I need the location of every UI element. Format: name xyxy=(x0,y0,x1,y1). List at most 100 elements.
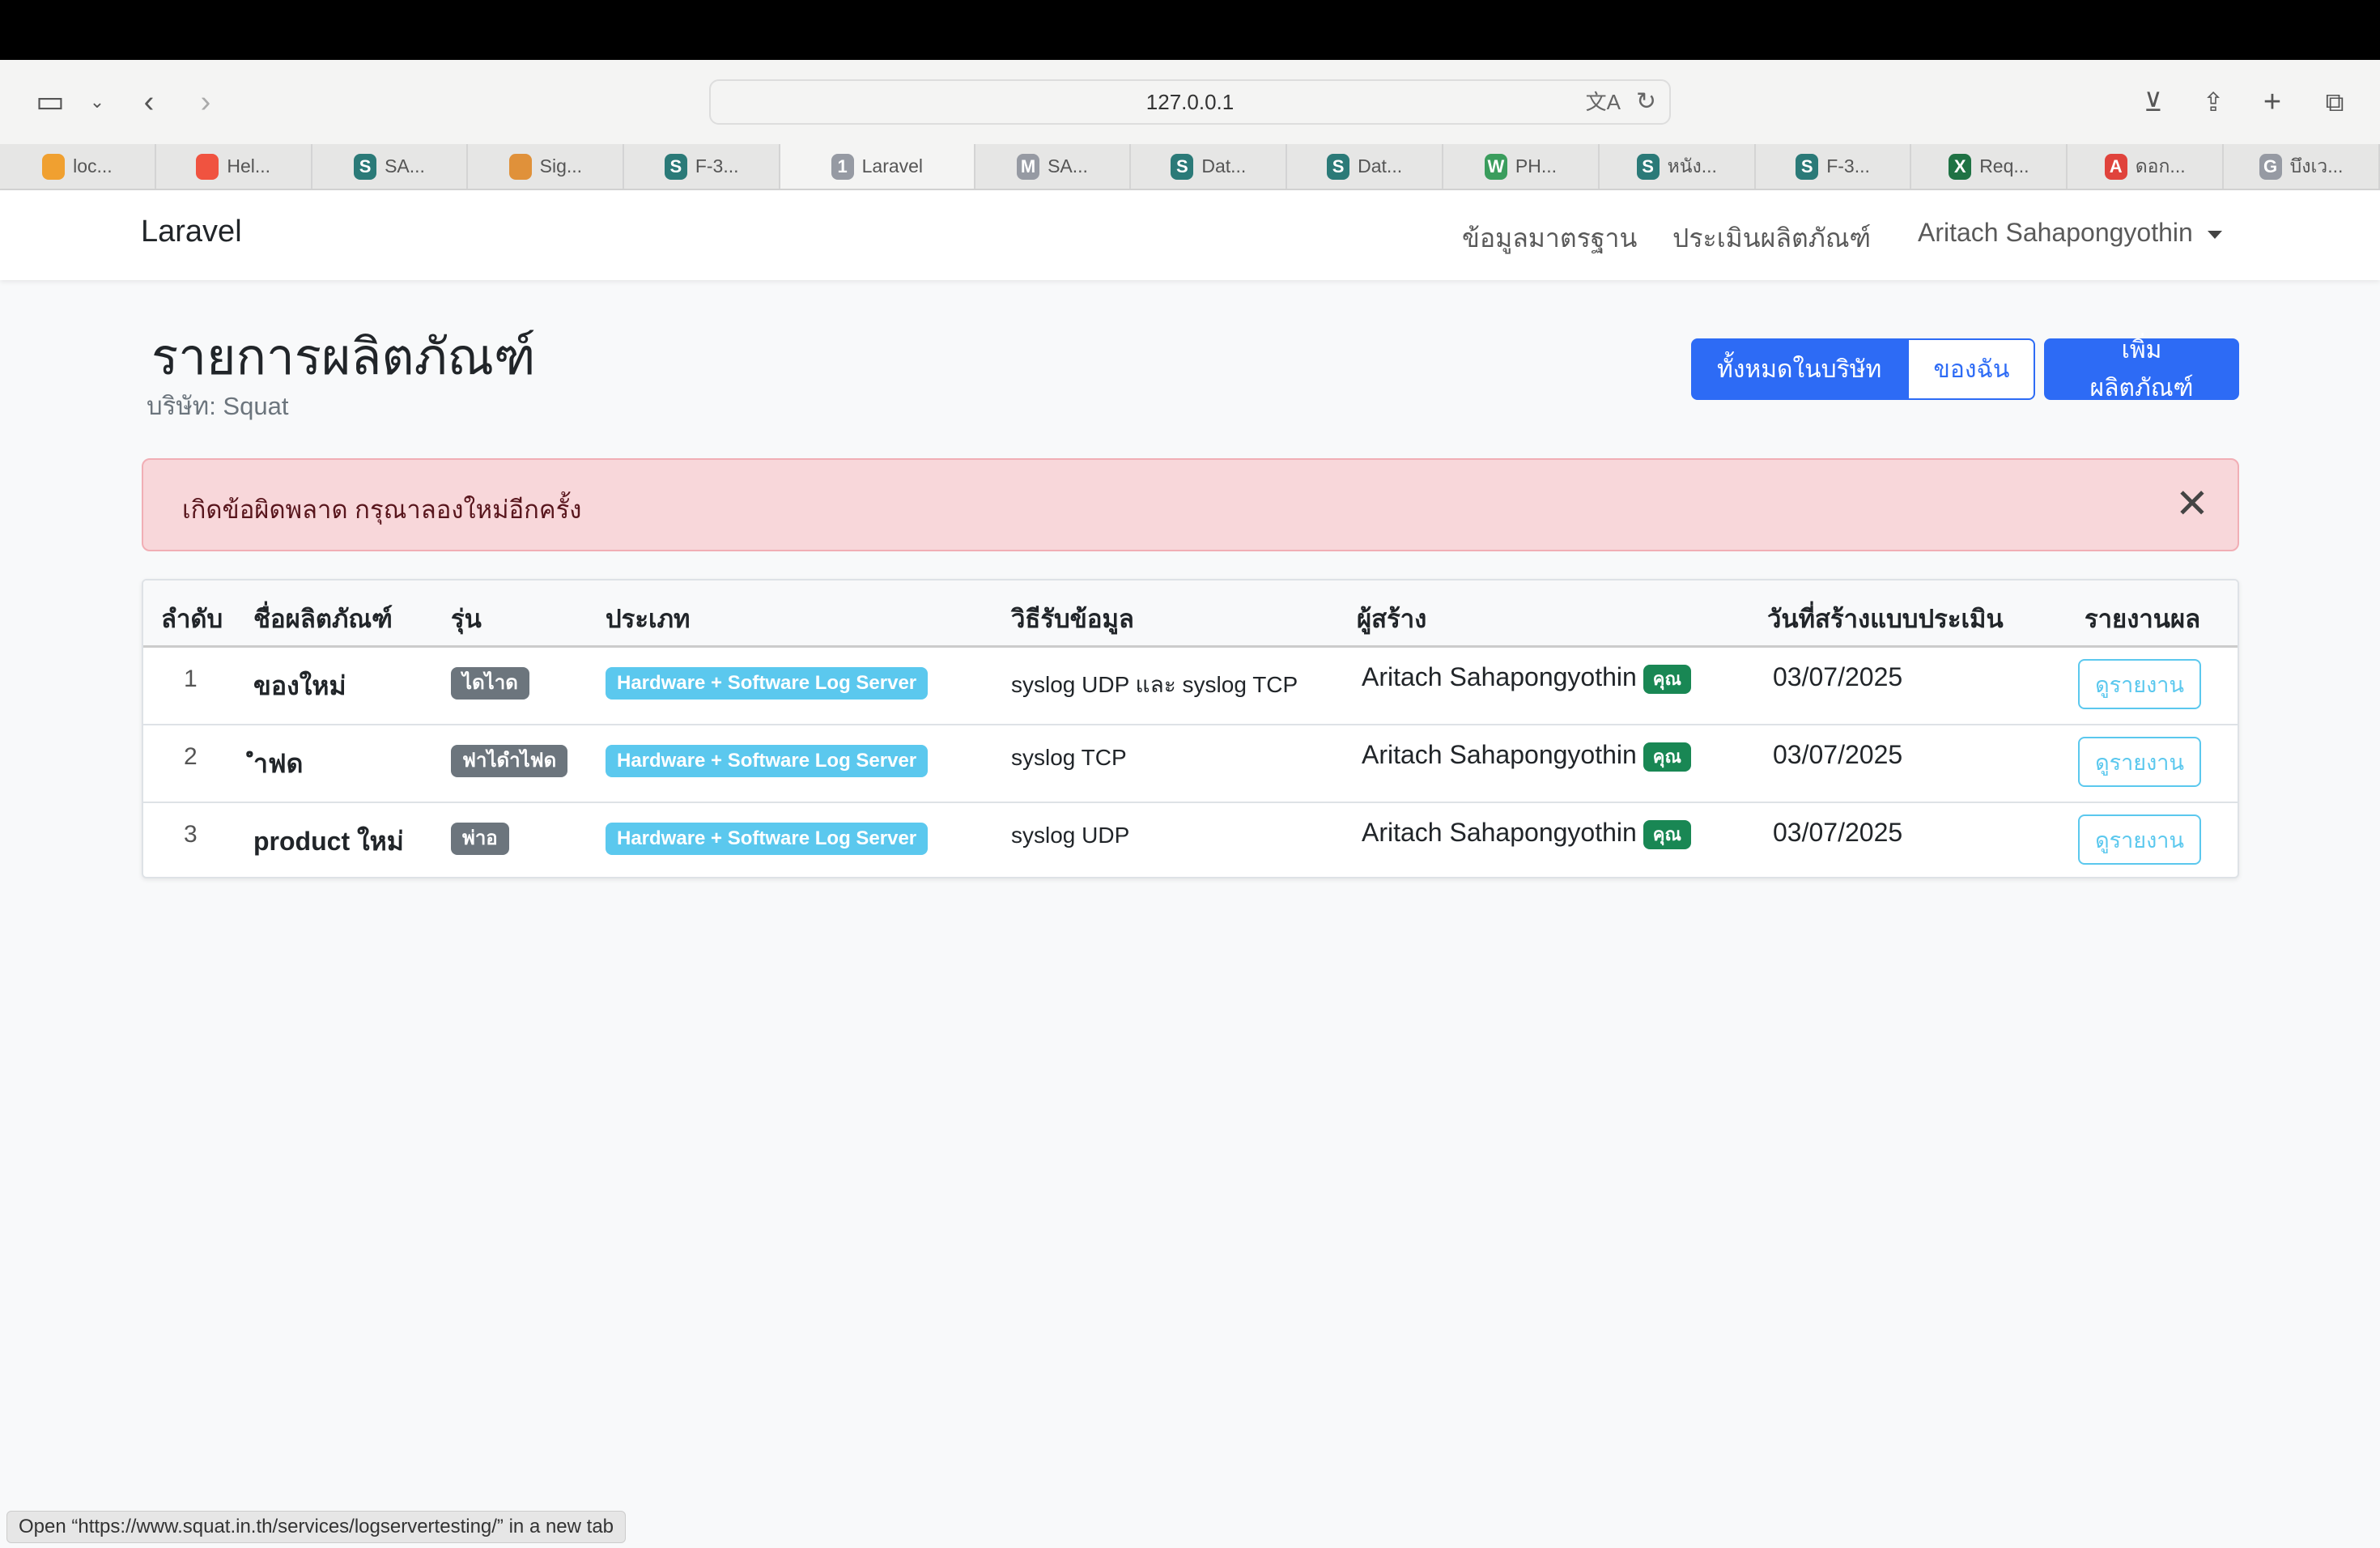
you-badge: คุณ xyxy=(1643,819,1691,849)
tab-favicon-icon xyxy=(42,153,66,180)
row-number: 2 xyxy=(184,743,198,770)
product-name: product ใหม่ xyxy=(253,827,404,856)
tab-favicon-icon: S xyxy=(1636,153,1660,180)
table-row: 1 ของใหม่ ไดไาด Hardware + Software Log … xyxy=(143,648,2238,725)
tab-label: F-3... xyxy=(1826,155,1870,176)
translate-icon[interactable]: 文A xyxy=(1585,90,1621,114)
forward-icon[interactable]: › xyxy=(200,85,211,119)
you-badge: คุณ xyxy=(1643,742,1691,772)
browser-tab[interactable]: Hel... xyxy=(156,144,312,189)
browser-tab[interactable]: S หนัง... xyxy=(1600,144,1756,189)
column-header: ลำดับ xyxy=(161,605,223,633)
product-name: ำฟด xyxy=(253,749,304,778)
tab-favicon-icon: S xyxy=(664,153,687,180)
sidebar-icon[interactable]: ▭ xyxy=(36,85,65,119)
screen-top-bar xyxy=(0,0,2380,60)
tab-favicon-icon: A xyxy=(2104,153,2127,180)
user-menu[interactable]: Aritach Sahapongyothin xyxy=(1918,218,2222,248)
tab-label: บึงเว... xyxy=(2289,155,2344,176)
table-row: 2 ำฟด ฟาไดำไฟด Hardware + Software Log S… xyxy=(143,725,2238,803)
nav-standard-data[interactable]: ข้อมูลมาตรฐาน xyxy=(1462,223,1638,253)
model-badge: ไดไาด xyxy=(451,667,529,700)
tab-label: Laravel xyxy=(861,155,924,176)
created-date: 03/07/2025 xyxy=(1773,740,1903,769)
filter-button-group: ทั้งหมดในบริษัท ของฉัน xyxy=(1691,338,2036,400)
browser-tab[interactable]: G บึงเว... xyxy=(2224,144,2380,189)
browser-tab[interactable]: S F-3... xyxy=(1756,144,1912,189)
browser-tab[interactable]: S Dat... xyxy=(1287,144,1444,189)
tab-label: ดอก... xyxy=(2135,155,2186,176)
browser-tab[interactable]: 1 Laravel xyxy=(780,144,975,189)
browser-tab[interactable]: S Dat... xyxy=(1131,144,1288,189)
tab-favicon-icon: G xyxy=(2259,153,2282,180)
tab-favicon-icon xyxy=(196,153,219,180)
tab-label: Hel... xyxy=(227,155,271,176)
nav-product-evaluation[interactable]: ประเมินผลิตภัณฑ์ xyxy=(1672,223,1872,253)
row-number: 1 xyxy=(184,666,198,692)
browser-tab[interactable]: W PH... xyxy=(1443,144,1600,189)
created-date: 03/07/2025 xyxy=(1773,818,1903,847)
product-name: ของใหม่ xyxy=(253,671,346,700)
browser-tab[interactable]: Sig... xyxy=(468,144,625,189)
tab-favicon-icon: S xyxy=(1327,153,1350,180)
browser-tab[interactable]: loc... xyxy=(0,144,156,189)
tab-favicon-icon: S xyxy=(1171,153,1194,180)
close-icon[interactable]: ✕ xyxy=(2175,481,2209,526)
creator: Aritach Sahapongyothin คุณ xyxy=(1362,740,1691,772)
back-icon[interactable]: ‹ xyxy=(143,85,155,119)
table-header: ลำดับ ชื่อผลิตภัณฑ์ รุ่น ประเภท วิธีรับข้อมู… xyxy=(143,580,2238,648)
model-badge: ฟาไดำไฟด xyxy=(451,745,568,777)
tab-label: Dat... xyxy=(1358,155,1403,176)
address-bar[interactable]: 127.0.0.1 文A ↻ xyxy=(709,79,1671,125)
model-badge: พ่าอ xyxy=(451,823,509,855)
column-header: รายงานผล xyxy=(2085,605,2201,633)
tab-label: SA... xyxy=(1048,155,1088,176)
download-icon[interactable]: ⊻ xyxy=(2144,87,2163,117)
column-header: วิธีรับข้อมูล xyxy=(1011,605,1134,633)
browser-tab[interactable]: S F-3... xyxy=(624,144,781,189)
brand-link[interactable]: Laravel xyxy=(141,215,242,249)
tab-favicon-icon: S xyxy=(1796,153,1819,180)
user-name: Aritach Sahapongyothin xyxy=(1918,218,2193,247)
view-report-button[interactable]: ดูรายงาน xyxy=(2078,737,2201,787)
filter-mine-button[interactable]: ของฉัน xyxy=(1907,338,2036,400)
table-row: 3 product ใหม่ พ่าอ Hardware + Software … xyxy=(143,803,2238,877)
data-method: syslog TCP xyxy=(1011,745,1127,770)
browser-tab[interactable]: S SA... xyxy=(312,144,469,189)
tab-label: SA... xyxy=(385,155,425,176)
alert-message: เกิดข้อผิดพลาด กรุณาลองใหม่อีกครั้ง xyxy=(182,495,582,524)
tab-favicon-icon: S xyxy=(354,153,377,180)
column-header: ชื่อผลิตภัณฑ์ xyxy=(253,605,393,633)
tab-label: Req... xyxy=(1979,155,2029,176)
data-method: syslog UDP xyxy=(1011,823,1130,848)
tab-favicon-icon: 1 xyxy=(831,153,854,180)
view-report-button[interactable]: ดูรายงาน xyxy=(2078,814,2201,865)
browser-tab[interactable]: M SA... xyxy=(975,144,1132,189)
view-report-button[interactable]: ดูรายงาน xyxy=(2078,659,2201,709)
reload-icon[interactable]: ↻ xyxy=(1635,88,1656,115)
tab-favicon-icon: W xyxy=(1484,153,1507,180)
you-badge: คุณ xyxy=(1643,664,1691,694)
tab-label: หนัง... xyxy=(1667,155,1717,176)
creator-name: Aritach Sahapongyothin xyxy=(1362,740,1637,769)
tab-overview-icon[interactable]: ⧉ xyxy=(2325,87,2344,117)
browser-tab[interactable]: A ดอก... xyxy=(2068,144,2225,189)
creator: Aritach Sahapongyothin คุณ xyxy=(1362,662,1691,694)
type-badge: Hardware + Software Log Server xyxy=(606,823,929,855)
tab-label: Sig... xyxy=(539,155,583,176)
new-tab-icon[interactable]: + xyxy=(2263,85,2282,119)
type-badge: Hardware + Software Log Server xyxy=(606,745,929,777)
browser-tab[interactable]: X Req... xyxy=(1911,144,2068,189)
add-product-button[interactable]: เพิ่มผลิตภัณฑ์ xyxy=(2044,337,2239,402)
column-header: วันที่สร้างแบบประเมิน xyxy=(1767,605,2004,633)
filter-all-button[interactable]: ทั้งหมดในบริษัท xyxy=(1691,338,1908,400)
tab-label: F-3... xyxy=(695,155,739,176)
url-text: 127.0.0.1 xyxy=(1145,90,1235,114)
tab-label: Dat... xyxy=(1201,155,1247,176)
data-method: syslog UDP และ syslog TCP xyxy=(1011,672,1298,697)
tab-label: loc... xyxy=(73,155,113,176)
products-table: ลำดับ ชื่อผลิตภัณฑ์ รุ่น ประเภท วิธีรับข้อมู… xyxy=(142,579,2239,878)
tab-favicon-icon: M xyxy=(1017,153,1040,180)
chevron-down-icon[interactable]: ⌄ xyxy=(89,91,105,112)
share-icon[interactable]: ⇪ xyxy=(2202,87,2225,117)
